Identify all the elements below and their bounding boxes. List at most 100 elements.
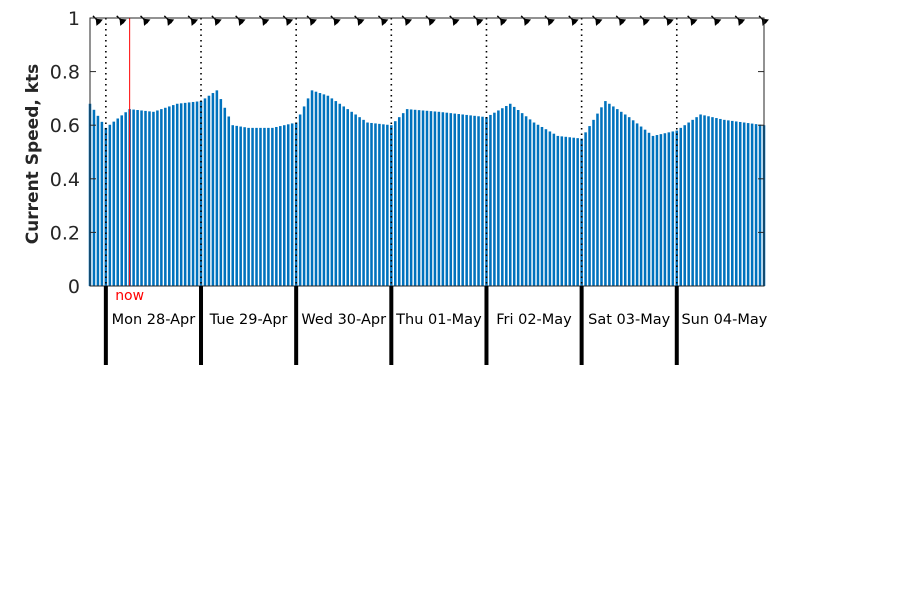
speed-bar (112, 121, 116, 286)
direction-arrow (544, 15, 555, 26)
speed-bar (750, 123, 754, 286)
bar-series (88, 90, 766, 287)
speed-bar (497, 110, 500, 287)
speed-bar (671, 131, 675, 286)
speed-bar (179, 103, 183, 286)
direction-arrow (615, 15, 627, 26)
now-label: now (115, 288, 144, 304)
speed-bar (322, 94, 326, 286)
speed-bar (679, 127, 683, 286)
speed-bar (310, 90, 314, 286)
speed-bar (723, 119, 726, 286)
speed-bar (663, 133, 667, 286)
day-label: Mon 28-Apr (112, 312, 196, 328)
speed-bar (290, 123, 294, 286)
speed-bar (362, 119, 365, 286)
speed-bar (659, 134, 663, 286)
speed-bar (259, 127, 262, 286)
speed-bar (667, 132, 671, 286)
speed-bar (267, 127, 270, 286)
speed-bar (211, 93, 215, 286)
direction-arrow (758, 15, 769, 26)
speed-bar (572, 137, 575, 286)
speed-bar (386, 124, 389, 286)
speed-bar (100, 121, 104, 286)
direction-arrow (354, 15, 365, 26)
direction-arrow (663, 15, 674, 26)
speed-bar (616, 109, 619, 287)
y-tick-label: 0.2 (50, 222, 80, 244)
speed-bar (695, 117, 698, 286)
speed-bar (580, 138, 583, 286)
speed-bar (489, 114, 492, 287)
direction-arrow (187, 15, 199, 26)
speed-bar (612, 106, 615, 286)
direction-arrow (282, 15, 294, 26)
speed-bar (505, 105, 508, 287)
speed-bar (195, 101, 199, 286)
speed-bar (508, 103, 512, 286)
speed-bar (239, 126, 242, 286)
y-tick-label: 0 (68, 276, 80, 298)
speed-bar (191, 101, 195, 286)
speed-bar (338, 103, 342, 286)
speed-bar (286, 124, 290, 286)
speed-bar (604, 101, 607, 286)
direction-arrow (377, 15, 389, 26)
speed-bar (148, 111, 151, 286)
speed-bar (394, 121, 397, 287)
speed-bar (457, 114, 460, 286)
speed-bar (469, 115, 472, 287)
y-tick-label: 0.8 (50, 62, 80, 84)
speed-bar (124, 112, 127, 286)
speed-bar (164, 107, 167, 286)
speed-bar (429, 111, 433, 286)
direction-arrow (163, 15, 175, 26)
speed-bar (175, 103, 179, 286)
speed-bar (346, 109, 349, 287)
speed-bar (235, 125, 238, 287)
speed-bar (576, 138, 579, 286)
speed-bar (116, 118, 120, 286)
speed-bar (687, 122, 690, 287)
speed-bar (433, 111, 437, 286)
speed-bar (199, 101, 203, 286)
direction-arrow (592, 15, 603, 26)
speed-bar (516, 110, 520, 286)
speed-bar (532, 122, 536, 287)
speed-bar (203, 98, 207, 287)
direction-arrow (473, 15, 484, 26)
speed-bar (378, 123, 381, 286)
speed-bar (263, 127, 266, 286)
direction-arrow (116, 15, 127, 26)
day-label: Sun 04-May (681, 312, 767, 328)
speed-bar (409, 109, 413, 286)
speed-bar (473, 115, 476, 286)
speed-bar (453, 113, 457, 286)
y-axis-label: Current Speed, kts (23, 64, 43, 245)
y-axis: 0 0.2 0.4 0.6 0.8 1 (50, 8, 764, 298)
speed-bar (631, 120, 635, 286)
speed-bar (374, 123, 377, 286)
speed-bar (655, 135, 659, 286)
speed-bar (350, 111, 353, 286)
direction-arrow (568, 15, 579, 26)
speed-bar (417, 110, 421, 287)
speed-bar (600, 107, 603, 286)
speed-bar (560, 136, 564, 286)
speed-bar (136, 110, 139, 286)
day-dividers (105, 18, 678, 286)
y-tick-label: 0.4 (50, 169, 80, 191)
speed-bar (401, 113, 405, 286)
direction-arrow (306, 15, 317, 26)
speed-bar (481, 116, 484, 287)
speed-bar (152, 111, 155, 286)
speed-bar (524, 116, 528, 287)
speed-bar (734, 121, 738, 286)
speed-bar (96, 115, 100, 286)
speed-bar (707, 116, 710, 287)
speed-bar (382, 124, 385, 286)
speed-bar (168, 106, 171, 286)
speed-bar (160, 109, 163, 287)
speed-bar (540, 126, 544, 287)
